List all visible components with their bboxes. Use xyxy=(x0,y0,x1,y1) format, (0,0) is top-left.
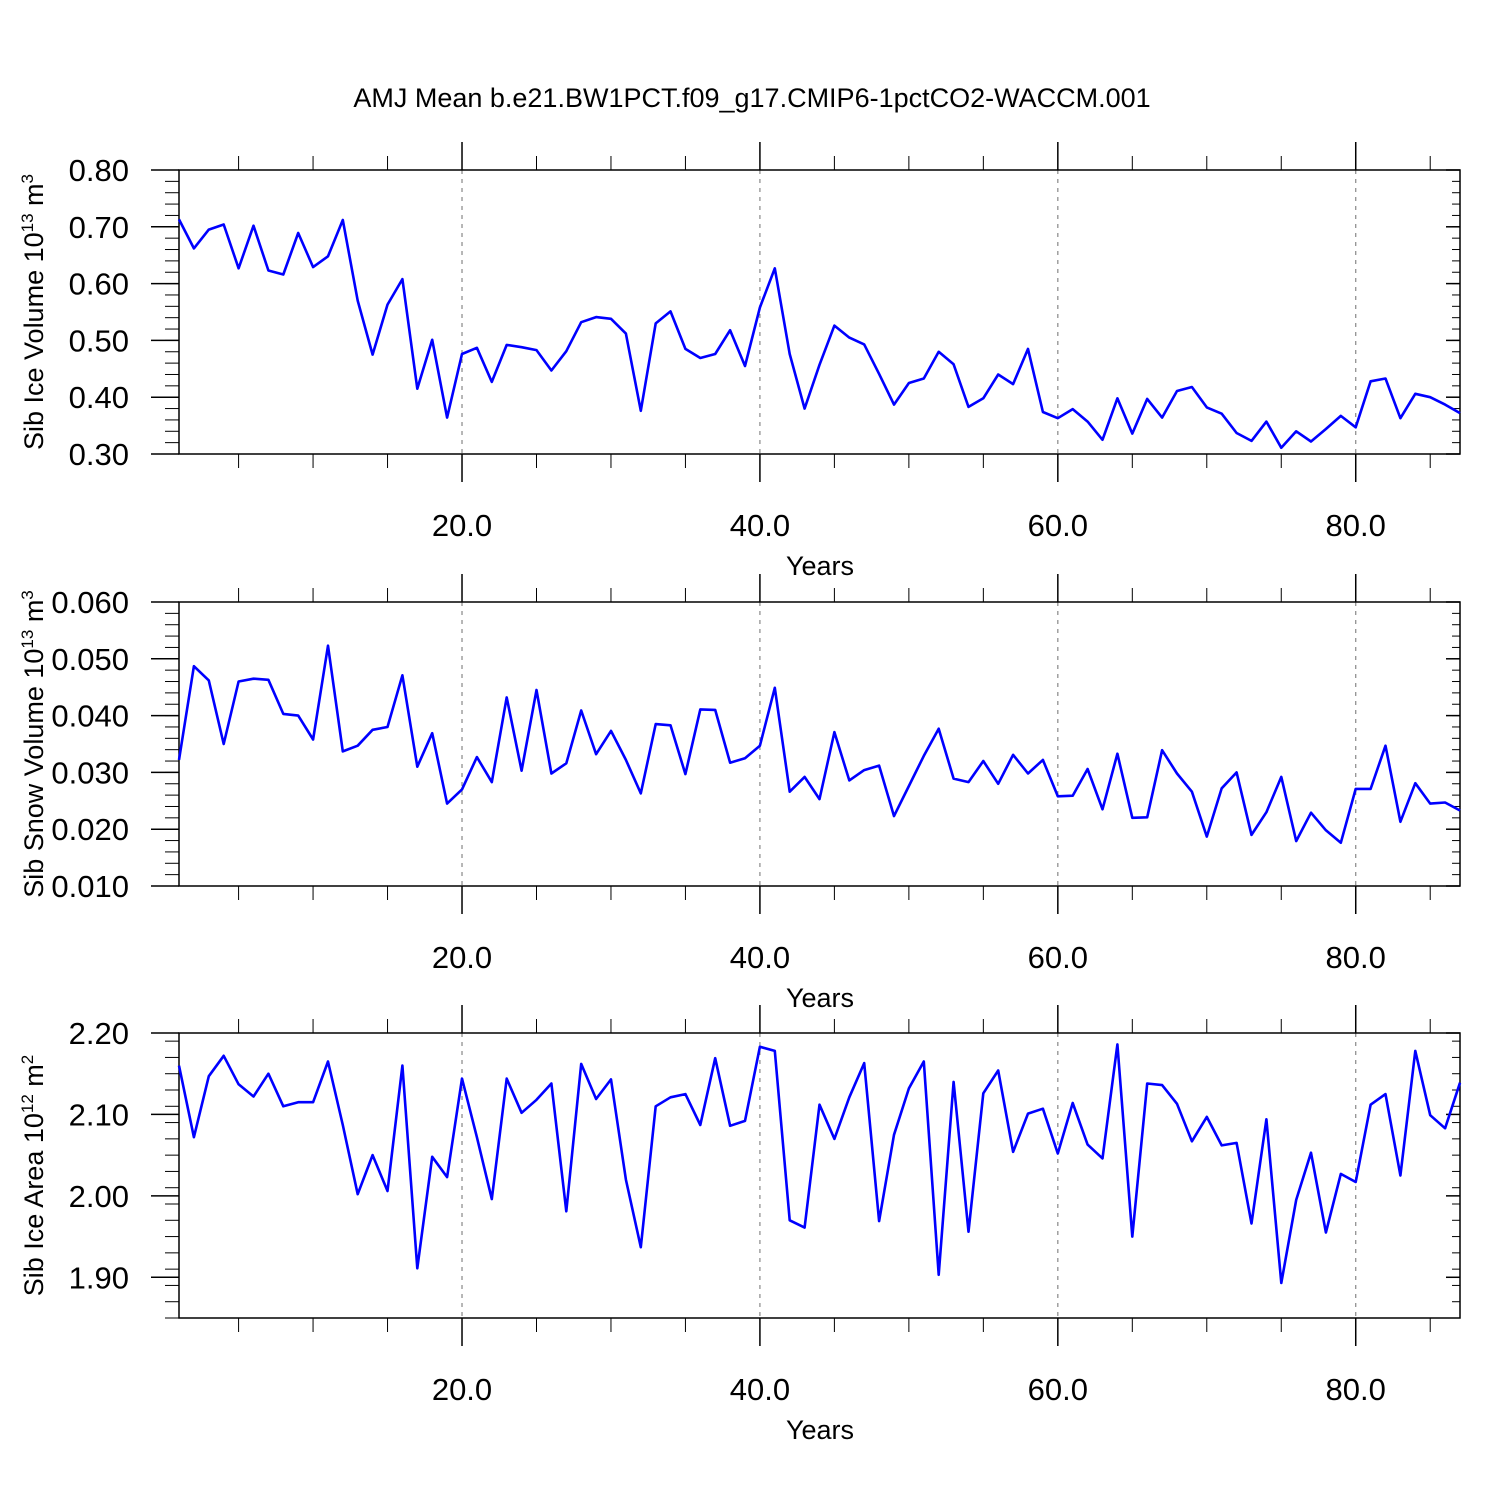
x-tick-label: 20.0 xyxy=(432,940,492,975)
y-tick-label: 2.20 xyxy=(69,1016,129,1051)
y-tick-label: 0.80 xyxy=(69,153,129,188)
y-tick-label: 0.020 xyxy=(51,812,129,847)
y-tick-label: 2.00 xyxy=(69,1179,129,1214)
series-line xyxy=(177,644,1461,845)
chart-title: AMJ Mean b.e21.BW1PCT.f09_g17.CMIP6-1pct… xyxy=(353,83,1150,113)
y-tick-label: 0.40 xyxy=(69,380,129,415)
y-axis-title-unit: m xyxy=(19,600,49,630)
x-tick-label: 60.0 xyxy=(1028,1372,1088,1407)
x-tick-label: 60.0 xyxy=(1028,940,1088,975)
y-axis-title-exponent: 13 xyxy=(18,630,37,649)
x-tick-label: 80.0 xyxy=(1326,1372,1386,1407)
panel-2: 0.010 0.020 0.030 0.040 0.050 0.060 20.0 40.0 60… xyxy=(18,574,1461,1013)
y-tick-label: 0.040 xyxy=(51,699,129,734)
series-line xyxy=(177,1043,1462,1285)
series-line xyxy=(177,218,1461,450)
y-axis-title: Sib Ice Area 1012 m2 xyxy=(18,1055,49,1297)
y-axis-title-text: Sib Ice Volume 10 xyxy=(19,232,49,450)
x-tick-label: 40.0 xyxy=(730,1372,790,1407)
y-axis-title-unit-exponent: 3 xyxy=(18,590,37,599)
y-axis-title-exponent: 12 xyxy=(18,1094,37,1113)
y-axis-title-text: Sib Ice Area 10 xyxy=(19,1113,49,1296)
x-tick-label: 20.0 xyxy=(432,1372,492,1407)
panel-3: 1.90 2.00 2.10 2.20 20.0 40.0 60.0 80.0 Years Sib… xyxy=(18,1005,1462,1445)
plot-frame xyxy=(178,601,1461,887)
y-axis-title-exponent: 13 xyxy=(18,213,37,232)
panel-1: 0.30 0.40 0.50 0.60 0.70 0.80 20.0 40.0 60.0 80.0… xyxy=(18,142,1461,581)
y-tick-label: 0.30 xyxy=(69,437,129,472)
y-tick-label: 1.90 xyxy=(69,1260,129,1295)
y-tick-label: 0.60 xyxy=(69,267,129,302)
x-tick-label: 40.0 xyxy=(730,508,790,543)
plot-frame xyxy=(178,1032,1461,1319)
x-axis-title: Years xyxy=(786,983,854,1013)
x-axis-title: Years xyxy=(786,1415,854,1445)
y-tick-label: 0.010 xyxy=(51,869,129,904)
y-axis-title-text: Sib Snow Volume 10 xyxy=(19,649,49,898)
plot-frame xyxy=(178,169,1461,455)
y-tick-label: 0.030 xyxy=(51,755,129,790)
x-axis-title: Years xyxy=(786,551,854,581)
y-axis-title-unit: m xyxy=(19,1064,49,1094)
y-tick-label: 0.50 xyxy=(69,323,129,358)
y-tick-label: 2.10 xyxy=(69,1097,129,1132)
x-tick-label: 40.0 xyxy=(730,940,790,975)
x-tick-label: 20.0 xyxy=(432,508,492,543)
y-tick-label: 0.050 xyxy=(51,642,129,677)
x-tick-label: 60.0 xyxy=(1028,508,1088,543)
y-axis-title: Sib Ice Volume 1013 m3 xyxy=(18,174,49,450)
y-axis-title: Sib Snow Volume 1013 m3 xyxy=(18,590,49,898)
x-tick-label: 80.0 xyxy=(1326,508,1386,543)
y-tick-label: 0.060 xyxy=(51,585,129,620)
y-axis-title-unit-exponent: 2 xyxy=(18,1055,37,1064)
y-axis-title-unit: m xyxy=(19,183,49,213)
y-axis-title-unit-exponent: 3 xyxy=(18,174,37,183)
y-tick-label: 0.70 xyxy=(69,210,129,245)
x-tick-label: 80.0 xyxy=(1326,940,1386,975)
